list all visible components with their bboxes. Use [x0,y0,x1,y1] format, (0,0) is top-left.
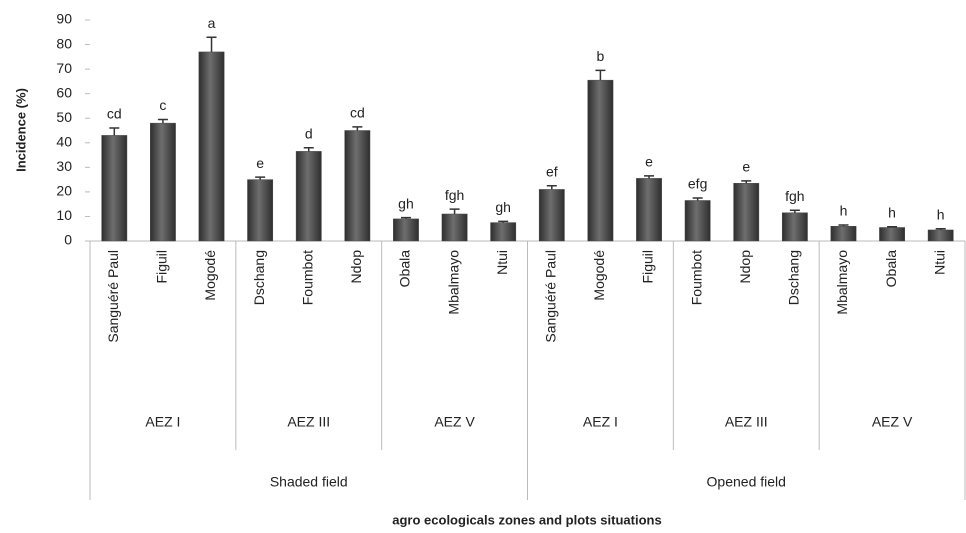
x-tick-label: Ndop [348,250,364,284]
error-bar [644,175,655,179]
error-bar [935,227,946,230]
x-tick-label: Obala [397,250,413,288]
x-tick-label: Sanguéré Paul [105,250,121,343]
x-axis-title: agro ecologicals zones and plots situati… [392,512,661,527]
bar [490,222,517,242]
zone-label: AEZ V [872,414,913,430]
significance-letter: e [645,154,653,170]
error-bar [206,36,217,52]
y-tick-label: 10 [56,207,72,223]
x-tick-label: Dschang [251,250,267,305]
bar [101,135,128,242]
x-tick-label: Ntui [931,250,947,275]
y-tick-label: 80 [56,35,72,51]
error-bar [595,69,606,81]
bar [295,151,322,242]
significance-letter: b [597,48,605,64]
error-bar [741,180,752,184]
significance-letter: gh [398,195,414,211]
bar [830,226,857,242]
x-tick-label: Sanguéré Paul [543,250,559,343]
bar [733,183,760,242]
bar [879,227,905,242]
bar [927,229,954,242]
situation-label: Shaded field [270,474,348,490]
bar [247,179,274,242]
x-tick-label: Figuil [154,250,170,283]
significance-letter: c [159,97,166,113]
error-bar [692,197,703,201]
error-bar [352,126,363,131]
error-bar [400,216,411,219]
bar [441,213,468,242]
x-tick-label: Ntui [494,250,510,275]
bar [636,178,662,242]
error-bar [303,146,314,152]
x-tick-label: Mbalmayo [445,250,461,315]
y-tick-label: 40 [56,133,72,149]
error-bar [498,220,509,223]
error-bar [449,208,460,214]
x-tick-label: Figuil [640,250,656,283]
error-bar [887,226,898,228]
x-tick-label: Mogodé [202,250,218,301]
significance-letter: gh [495,199,511,215]
x-tick-label: Mogodé [591,250,607,301]
significance-letter: e [256,155,264,171]
significance-letter: h [888,204,896,220]
x-tick-label: Mbalmayo [834,250,850,315]
x-tick-label: Foumbot [299,250,315,305]
x-tick-label: Dschang [786,250,802,305]
bar [684,200,711,242]
x-tick-label: Foumbot [688,250,704,305]
significance-letter: ef [546,163,558,179]
x-tick-label: Obala [883,250,899,288]
y-tick-label: 60 [56,84,72,100]
significance-letter: e [742,159,750,175]
zone-label: AEZ III [725,414,768,430]
bar [393,218,419,242]
bar [781,212,808,242]
significance-letter: d [305,125,313,141]
y-tick-label: 50 [56,109,72,125]
zone-label: AEZ III [287,414,330,430]
significance-letter: h [937,206,945,222]
y-axis-title: Incidence (%) [13,88,28,172]
bar [344,130,371,242]
error-bar [546,185,557,190]
y-tick-label: 90 [56,11,72,27]
significance-letter: fgh [445,187,464,203]
y-tick-label: 20 [56,183,72,199]
bar [150,122,176,242]
significance-letter: cd [107,106,122,122]
y-tick-label: 70 [56,60,72,76]
y-tick-label: 30 [56,158,72,174]
significance-letter: fgh [785,188,804,204]
significance-letter: h [840,203,848,219]
zone-label: AEZ I [145,414,180,430]
error-bar [157,118,168,124]
bar [198,51,225,242]
significance-letter: efg [688,176,707,192]
situation-label: Opened field [707,474,786,490]
bar [587,79,614,242]
zone-label: AEZ I [583,414,618,430]
error-bar [109,127,120,136]
y-tick-label: 0 [64,232,72,248]
error-bar [255,176,266,180]
zone-label: AEZ V [434,414,475,430]
error-bar [789,209,800,213]
x-tick-label: Ndop [737,250,753,284]
bar [538,189,565,242]
error-bar [838,224,849,227]
significance-letter: a [208,15,216,31]
significance-letter: cd [350,105,365,121]
